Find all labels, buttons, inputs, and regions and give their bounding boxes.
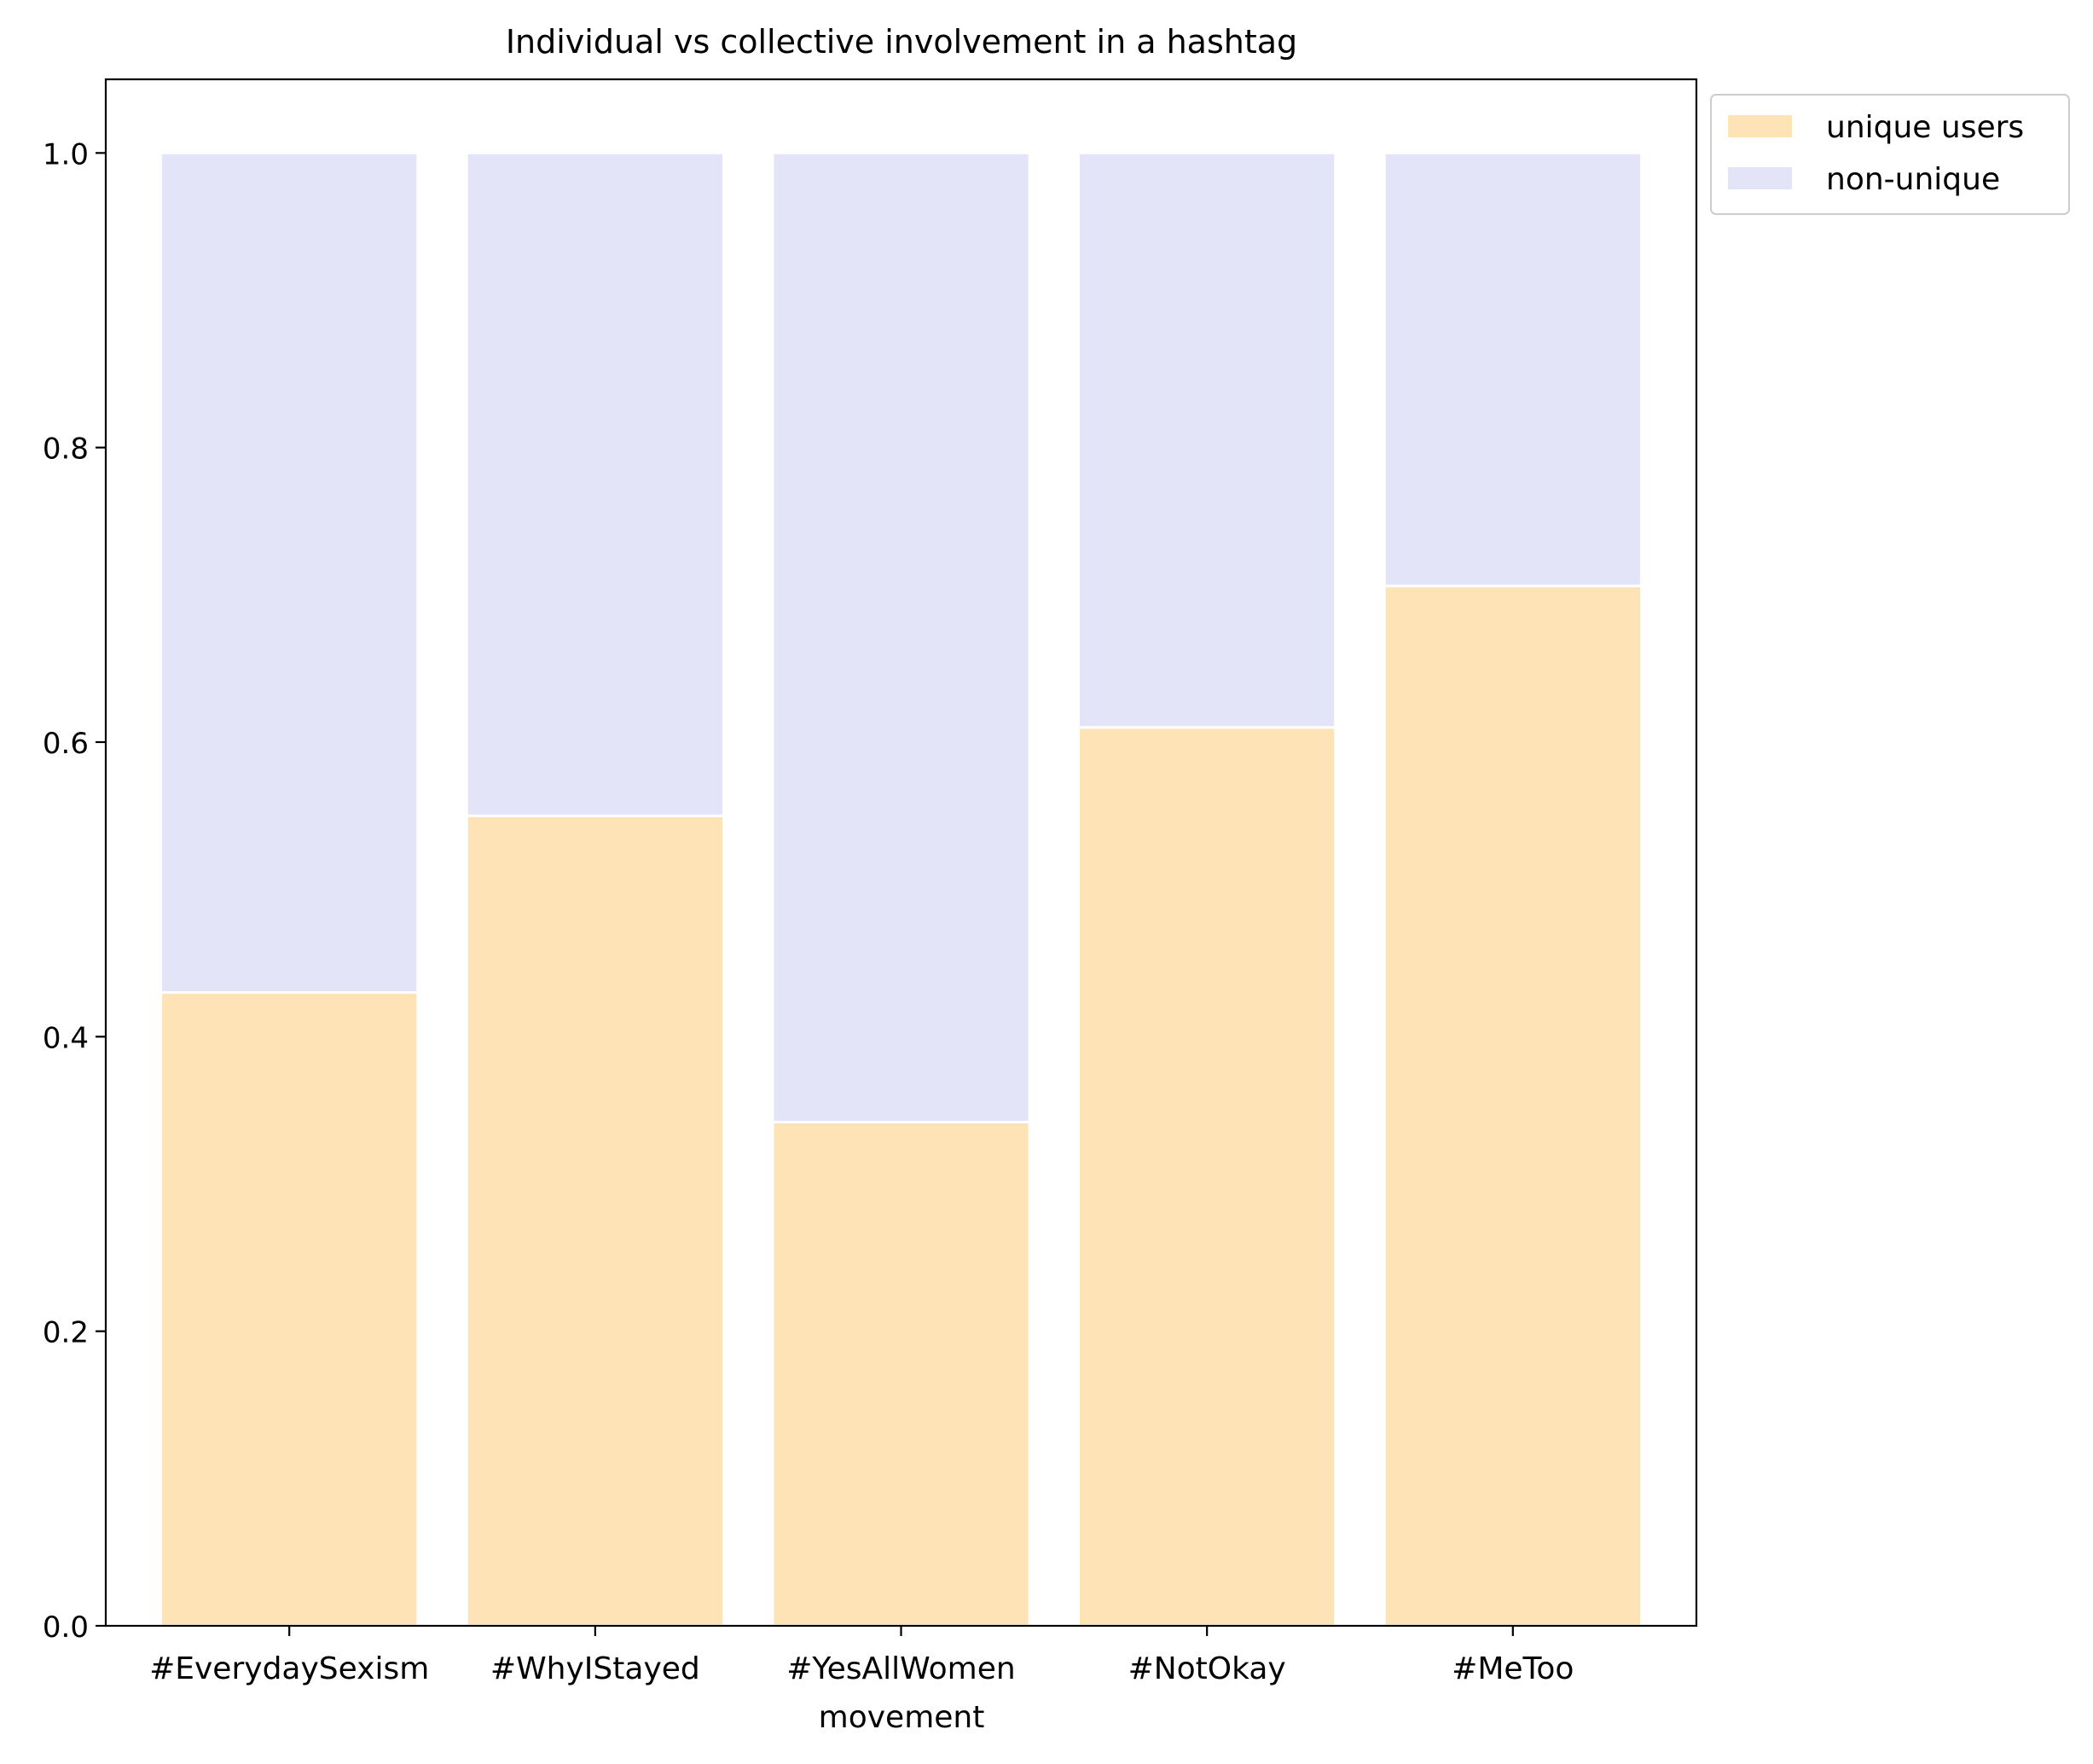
bar-me-too-unique-users: [1383, 584, 1643, 1628]
x-tick-label-everyday-sexism: #EverydaySexism: [149, 1651, 429, 1686]
legend-swatch-non-unique: [1728, 167, 1792, 189]
y-axis: 0.0 0.2 0.4 0.6 0.8 1.0: [43, 137, 106, 1645]
y-tick-label: 0.8: [43, 432, 89, 467]
bar-not-okay-non-unique: [1077, 151, 1337, 729]
bar-why-istayed-non-unique: [465, 151, 725, 817]
bar-yes-all-women-unique-users: [771, 1120, 1031, 1628]
bar-everyday-sexism-non-unique: [159, 151, 420, 995]
x-axis-label: movement: [819, 1700, 985, 1735]
bar-why-istayed-unique-users: [465, 814, 725, 1628]
y-tick-label: 0.6: [43, 727, 89, 761]
legend-swatch-unique-users: [1728, 115, 1792, 137]
legend-frame: [1710, 94, 2070, 215]
y-tick-label: 0.4: [43, 1021, 89, 1055]
x-tick-label-why-istayed: #WhyIStayed: [490, 1651, 700, 1686]
x-tick-label-not-okay: #NotOkay: [1128, 1651, 1286, 1686]
legend-label-non-unique: non-unique: [1826, 162, 2000, 197]
y-tick-label: 1.0: [43, 137, 89, 171]
bar-everyday-sexism-unique-users: [159, 991, 420, 1628]
bar-yes-all-women-non-unique: [771, 151, 1031, 1123]
x-axis: #EverydaySexism #WhyIStayed #YesAllWomen #N…: [149, 1626, 1574, 1686]
x-tick-label-yes-all-women: #YesAllWomen: [786, 1651, 1015, 1686]
bars-layer: [159, 151, 1643, 1628]
x-tick-label-me-too: #MeToo: [1452, 1651, 1574, 1686]
chart-title: Individual vs collective involvement in …: [506, 23, 1297, 61]
bar-me-too-non-unique: [1383, 151, 1643, 588]
legend: unique users non-unique: [1710, 94, 2070, 215]
y-tick-label: 0.2: [43, 1316, 89, 1350]
y-tick-label: 0.0: [43, 1610, 89, 1645]
legend-label-unique-users: unique users: [1826, 110, 2024, 145]
bar-not-okay-unique-users: [1077, 726, 1337, 1628]
